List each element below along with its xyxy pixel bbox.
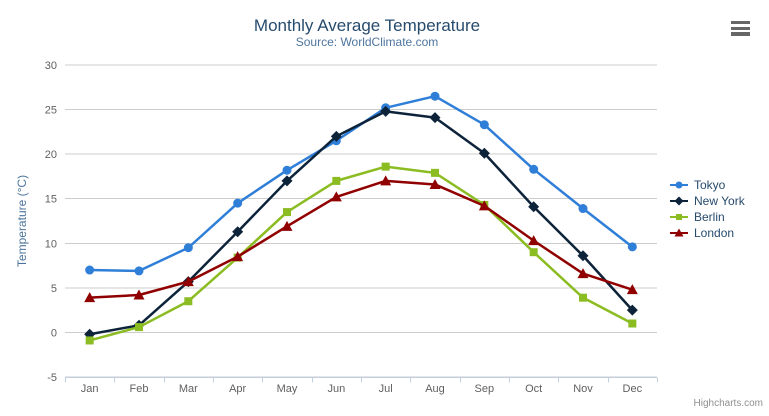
series-group — [84, 91, 638, 345]
marker-tokyo-jan[interactable] — [85, 265, 95, 275]
x-axis-label: Feb — [130, 383, 149, 395]
series-tokyo[interactable] — [85, 91, 637, 276]
x-axis-label: Nov — [573, 383, 593, 395]
legend-marker-square-icon — [670, 214, 688, 220]
legend-label: London — [694, 226, 735, 240]
x-axis-label: Oct — [525, 383, 542, 395]
marker-new-york-nov[interactable] — [577, 250, 589, 262]
series-line-new-york — [88, 110, 634, 336]
x-axis-label: May — [277, 383, 298, 395]
legend-marker-circle-icon — [670, 181, 688, 189]
marker-berlin-dec[interactable] — [628, 319, 637, 328]
series-london[interactable] — [84, 175, 638, 303]
legend-item-berlin[interactable]: Berlin — [669, 209, 745, 225]
marker-new-york-apr[interactable] — [232, 226, 244, 238]
legend-symbol — [674, 228, 684, 237]
gridlines: -5 0 5 10 15 20 25 30 — [45, 60, 657, 384]
legend-marker-diamond-icon — [670, 196, 688, 206]
x-axis-label: Dec — [623, 383, 643, 395]
hamburger-icon — [731, 32, 750, 36]
marker-london-may[interactable] — [281, 220, 293, 231]
marker-new-york-may[interactable] — [281, 175, 293, 187]
x-axis-label: Jul — [379, 383, 393, 395]
legend-marker-triangle-icon — [670, 228, 688, 237]
legend-item-london[interactable]: London — [669, 225, 745, 241]
x-axis-label: Sep — [475, 383, 495, 395]
marker-london-jun[interactable] — [330, 191, 342, 202]
hamburger-icon — [731, 21, 750, 25]
marker-tokyo-dec[interactable] — [627, 242, 637, 252]
marker-berlin-oct[interactable] — [529, 248, 538, 257]
x-axis-label: Apr — [229, 383, 246, 395]
marker-berlin-jul[interactable] — [381, 162, 390, 171]
y-axis-label: 30 — [45, 60, 57, 72]
series-new-york[interactable] — [84, 105, 638, 340]
marker-tokyo-mar[interactable] — [183, 243, 193, 253]
marker-london-feb[interactable] — [133, 289, 145, 300]
series-line-tokyo — [88, 94, 634, 273]
y-axis-label: 20 — [45, 149, 57, 161]
legend-label: Berlin — [694, 210, 725, 224]
y-axis-label: -5 — [47, 372, 57, 384]
marker-tokyo-may[interactable] — [282, 165, 292, 175]
marker-london-aug[interactable] — [429, 178, 441, 189]
marker-london-dec[interactable] — [626, 284, 638, 295]
marker-tokyo-feb[interactable] — [134, 266, 144, 276]
marker-tokyo-apr[interactable] — [233, 198, 243, 208]
x-axis-label: Mar — [179, 383, 198, 395]
marker-tokyo-nov[interactable] — [578, 204, 588, 214]
marker-berlin-may[interactable] — [283, 208, 291, 217]
marker-new-york-dec[interactable] — [626, 304, 638, 316]
marker-berlin-feb[interactable] — [135, 323, 143, 332]
x-axis-label: Jun — [327, 383, 345, 395]
marker-new-york-oct[interactable] — [528, 201, 540, 213]
marker-berlin-jan[interactable] — [85, 336, 94, 345]
y-axis-label: 15 — [45, 194, 57, 206]
marker-london-sep[interactable] — [478, 200, 490, 211]
marker-new-york-jul[interactable] — [380, 105, 392, 117]
marker-tokyo-oct[interactable] — [529, 164, 539, 174]
marker-london-oct[interactable] — [528, 235, 540, 246]
marker-berlin-aug[interactable] — [431, 168, 439, 177]
chart-title: Monthly Average Temperature — [254, 16, 480, 35]
y-axis-label: 5 — [51, 283, 57, 295]
marker-berlin-nov[interactable] — [579, 293, 587, 302]
marker-london-mar[interactable] — [182, 276, 194, 287]
legend-symbol — [675, 181, 683, 189]
y-axis-label: 0 — [51, 327, 57, 339]
marker-tokyo-aug[interactable] — [430, 91, 440, 101]
marker-london-apr[interactable] — [232, 251, 244, 262]
hamburger-icon — [731, 26, 750, 30]
y-axis-label: 10 — [45, 238, 57, 250]
marker-berlin-jun[interactable] — [332, 176, 341, 185]
marker-new-york-jun[interactable] — [330, 130, 342, 142]
y-axis-label: 25 — [45, 105, 57, 117]
x-axis-label: Aug — [425, 383, 445, 395]
marker-new-york-sep[interactable] — [478, 147, 490, 159]
export-menu-button[interactable] — [731, 21, 750, 36]
marker-london-jul[interactable] — [380, 175, 392, 186]
marker-new-york-aug[interactable] — [429, 112, 441, 124]
series-line-london — [88, 179, 634, 299]
series-line-berlin — [88, 165, 634, 342]
marker-london-jan[interactable] — [84, 292, 96, 303]
legend-symbol — [674, 196, 684, 206]
legend-item-tokyo[interactable]: Tokyo — [669, 177, 745, 193]
legend-symbol — [676, 214, 682, 220]
credits-link[interactable]: Highcharts.com — [693, 398, 763, 409]
marker-berlin-mar[interactable] — [184, 297, 193, 306]
legend-label: Tokyo — [694, 178, 726, 192]
x-axis-label: Jan — [81, 383, 99, 395]
axes: Jan Feb Mar Apr May Jun Jul Aug Sep Oct Nov Dec — [65, 377, 658, 395]
legend: Tokyo New York Berlin London — [669, 177, 745, 241]
legend-item-new-york[interactable]: New York — [669, 193, 745, 209]
y-axis-title: Temperature (°C) — [15, 175, 29, 267]
chart-subtitle: Source: WorldClimate.com — [296, 35, 439, 49]
marker-tokyo-sep[interactable] — [479, 120, 489, 130]
legend-label: New York — [694, 194, 745, 208]
marker-london-nov[interactable] — [577, 268, 589, 279]
